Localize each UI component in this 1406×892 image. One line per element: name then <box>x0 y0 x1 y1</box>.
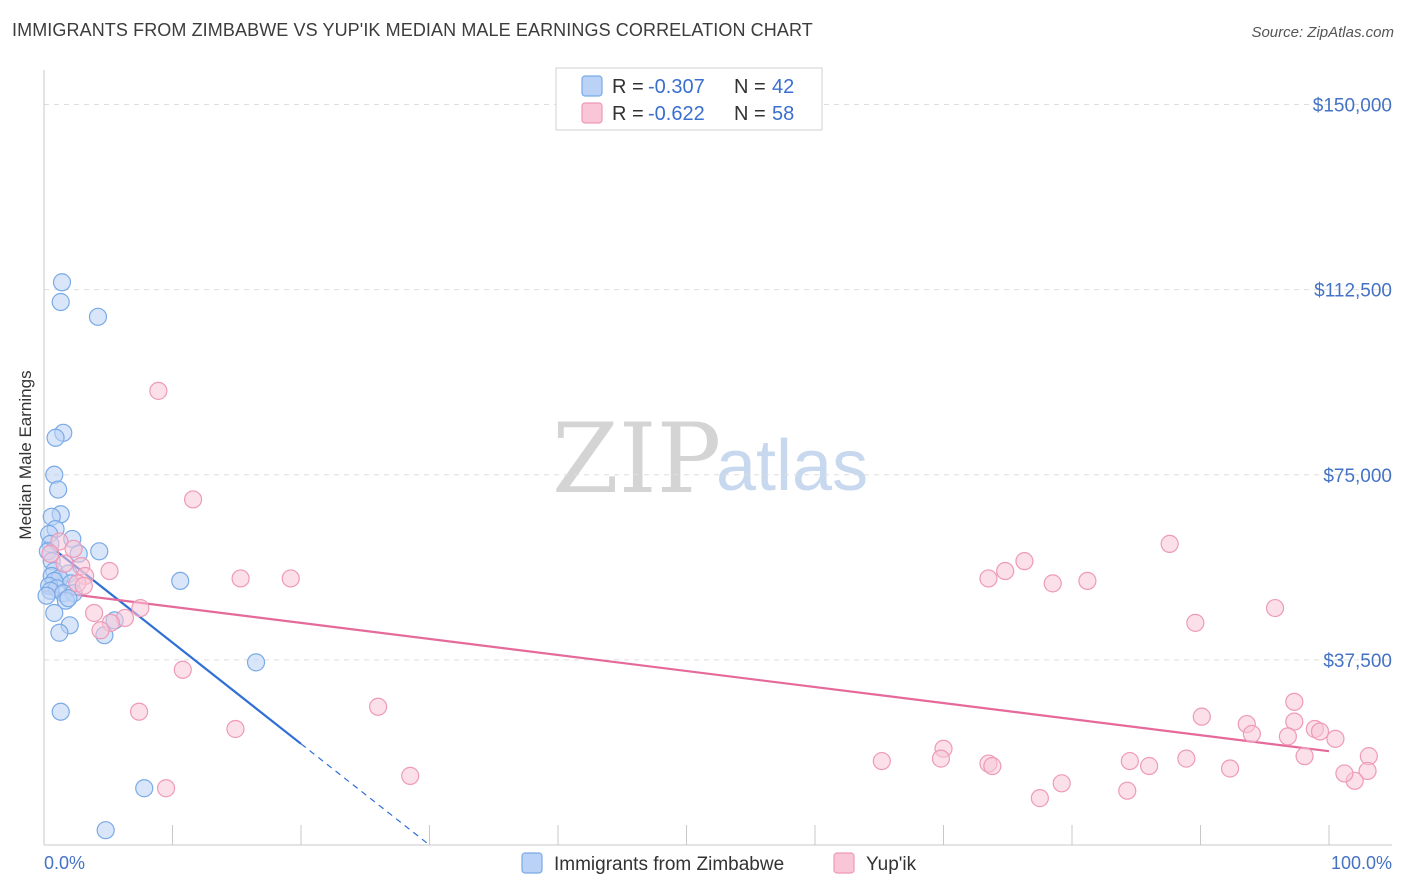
point-zimbabwe <box>90 542 109 561</box>
stats-legend-r-label-zimbabwe: R = <box>612 76 644 98</box>
watermark: ZIP atlas <box>552 403 868 515</box>
point-yupik <box>1265 598 1285 618</box>
point-yupik <box>1177 749 1196 768</box>
watermark-zip: ZIP <box>552 403 721 515</box>
point-yupik <box>931 749 951 768</box>
point-yupik <box>129 702 149 721</box>
series-legend: Immigrants from Zimbabwe Yup'ik <box>521 852 917 875</box>
point-yupik <box>872 751 891 771</box>
point-yupik <box>1139 756 1159 776</box>
trend-lines <box>43 540 1330 846</box>
point-yupik <box>1192 707 1211 726</box>
stats-legend-n-label-zimbabwe: N = <box>734 76 766 98</box>
y-tick-label: $75,000 <box>1323 466 1392 487</box>
y-tick-label: $150,000 <box>1313 96 1392 117</box>
point-yupik <box>55 554 74 573</box>
y-axis-title: Median Male Earnings <box>16 370 35 539</box>
stats-legend-r-value-yupik: -0.622 <box>648 103 705 125</box>
point-yupik <box>64 539 83 558</box>
point-yupik <box>1118 781 1137 800</box>
point-zimbabwe <box>37 586 56 605</box>
point-yupik <box>226 719 245 739</box>
series-legend-swatch-yupik <box>833 852 855 874</box>
point-yupik <box>183 490 203 509</box>
series-legend-swatch-zimbabwe <box>521 852 543 874</box>
point-yupik <box>131 598 150 618</box>
point-zimbabwe <box>51 702 70 721</box>
point-zimbabwe <box>135 779 154 798</box>
point-yupik <box>401 766 420 785</box>
y-tick-labels: $37,500 $75,000 $112,500 $150,000 <box>1313 96 1392 672</box>
point-zimbabwe <box>246 653 266 672</box>
point-zimbabwe <box>45 465 64 484</box>
point-yupik <box>149 381 168 400</box>
point-yupik <box>983 756 1002 776</box>
point-yupik <box>1160 534 1179 553</box>
point-yupik <box>50 532 69 551</box>
point-zimbabwe <box>96 821 115 840</box>
point-yupik <box>1220 759 1240 778</box>
point-zimbabwe <box>51 292 70 312</box>
point-yupik <box>1285 692 1304 711</box>
point-zimbabwe <box>59 589 78 608</box>
point-yupik <box>41 544 60 563</box>
point-zimbabwe <box>171 571 190 591</box>
point-zimbabwe <box>52 273 72 292</box>
stats-legend-swatch-yupik <box>581 102 603 124</box>
point-yupik <box>1043 574 1062 593</box>
trend-line-yupik <box>43 589 1330 753</box>
stats-legend-n-value-zimbabwe: 42 <box>772 76 794 98</box>
trend-line-zimbabwe-extension <box>300 743 430 846</box>
series-legend-label-yupik: Yup'ik <box>866 854 917 875</box>
point-yupik <box>85 603 104 623</box>
chart-source: Source: ZipAtlas.com <box>1251 24 1394 41</box>
stats-legend-n-value-yupik: 58 <box>772 103 794 125</box>
point-zimbabwe <box>50 623 69 642</box>
point-yupik <box>281 569 300 588</box>
x-ticks <box>172 825 1330 845</box>
point-zimbabwe <box>45 603 64 623</box>
watermark-atlas: atlas <box>716 426 868 506</box>
point-yupik <box>1078 571 1097 591</box>
y-tick-label: $37,500 <box>1323 651 1392 672</box>
point-yupik <box>979 569 998 588</box>
series-legend-label-zimbabwe: Immigrants from Zimbabwe <box>554 854 784 875</box>
data-points <box>37 273 1378 840</box>
point-zimbabwe <box>88 307 108 326</box>
x-tick-label-min: 0.0% <box>44 853 85 873</box>
point-yupik <box>1052 774 1071 793</box>
y-tick-label: $112,500 <box>1314 281 1392 302</box>
stats-legend: R = -0.307 N = 42 R = -0.622 N = 58 <box>555 67 823 131</box>
point-yupik <box>1242 724 1262 744</box>
gridlines <box>44 104 1392 661</box>
point-yupik <box>91 621 110 640</box>
point-yupik <box>369 697 388 716</box>
point-yupik <box>1120 751 1139 771</box>
point-yupik <box>1030 789 1049 808</box>
stats-legend-swatch-zimbabwe <box>581 75 603 97</box>
point-zimbabwe <box>46 428 65 447</box>
point-yupik <box>1015 552 1034 571</box>
point-yupik <box>100 561 119 581</box>
stats-legend-n-label-yupik: N = <box>734 103 766 125</box>
chart-title: IMMIGRANTS FROM ZIMBABWE VS YUP'IK MEDIA… <box>12 20 813 40</box>
point-yupik <box>1358 761 1377 781</box>
point-yupik <box>1278 727 1297 746</box>
stats-legend-r-value-zimbabwe: -0.307 <box>648 76 705 98</box>
point-yupik <box>156 779 176 798</box>
point-yupik <box>1186 613 1205 632</box>
point-yupik <box>1310 722 1330 741</box>
point-yupik <box>1326 729 1345 748</box>
point-yupik <box>173 660 192 679</box>
x-tick-label-max: 100.0% <box>1331 853 1392 873</box>
point-zimbabwe <box>49 480 68 499</box>
point-yupik <box>74 576 93 595</box>
point-yupik <box>996 561 1015 581</box>
point-yupik <box>231 569 250 588</box>
stats-legend-r-label-yupik: R = <box>612 103 644 125</box>
point-yupik <box>1295 747 1314 766</box>
point-yupik <box>1335 764 1354 783</box>
